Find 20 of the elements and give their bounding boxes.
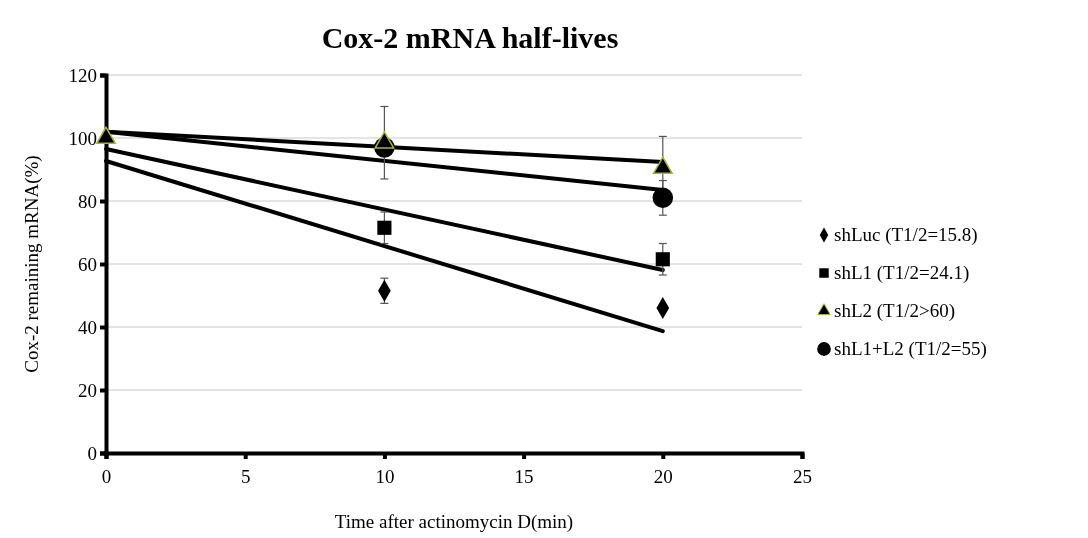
x-tick-label: 0 — [101, 465, 112, 487]
y-tick-label: 120 — [68, 64, 97, 86]
x-tick-label: 25 — [793, 465, 812, 487]
y-tick-label: 40 — [78, 316, 97, 338]
x-tick-label: 10 — [375, 465, 395, 487]
y-tick-label: 0 — [87, 442, 97, 464]
x-tick-label: 5 — [240, 465, 251, 487]
legend-label: shL1+L2 (T1/2=55) — [834, 338, 987, 360]
legend-label: shLuc (T1/2=15.8) — [834, 224, 978, 246]
y-tick-label: 20 — [78, 379, 97, 401]
legend-label: shL2 (T1/2>60) — [834, 300, 956, 322]
y-tick-label: 80 — [78, 190, 97, 212]
chart-title: Cox-2 mRNA half-lives — [321, 21, 619, 54]
x-tick-label: 15 — [514, 465, 534, 487]
y-tick-label: 60 — [78, 253, 97, 275]
y-tick-label: 100 — [68, 127, 97, 149]
legend-label: shL1 (T1/2=24.1) — [834, 262, 970, 284]
x-tick-label: 20 — [653, 465, 673, 487]
y-axis-title: Cox-2 remaining mRNA(%) — [21, 155, 43, 373]
x-axis-title: Time after actinomycin D(min) — [334, 511, 574, 533]
